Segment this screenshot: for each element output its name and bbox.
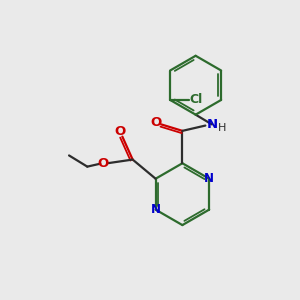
Text: N: N xyxy=(204,172,214,185)
Text: N: N xyxy=(206,118,218,131)
Text: O: O xyxy=(114,125,126,138)
Text: N: N xyxy=(151,203,160,216)
Text: H: H xyxy=(218,123,226,133)
Text: O: O xyxy=(98,157,109,170)
Text: Cl: Cl xyxy=(189,93,202,106)
Text: O: O xyxy=(150,116,161,129)
